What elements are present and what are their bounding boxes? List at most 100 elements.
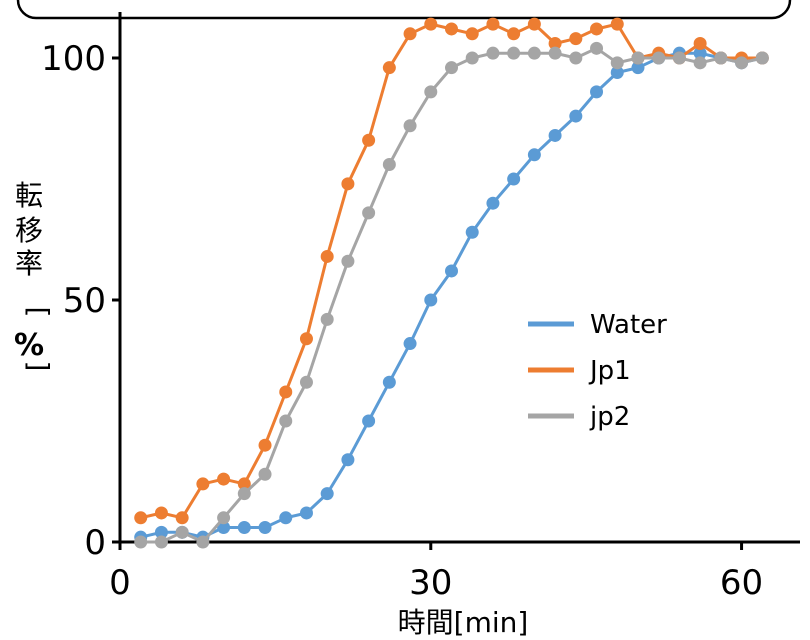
data-point-jp2 xyxy=(196,535,210,549)
axis-ticks: 0 30 60 0 50 100 xyxy=(41,39,763,603)
data-point-water xyxy=(237,520,251,534)
data-point-jp2 xyxy=(279,414,293,428)
y-tick-label: 100 xyxy=(41,39,106,79)
data-point-water xyxy=(382,375,396,389)
data-point-jp1 xyxy=(527,17,541,31)
data-point-jp2 xyxy=(465,51,479,65)
data-point-jp1 xyxy=(693,36,707,50)
data-point-jp2 xyxy=(548,46,562,60)
data-point-jp1 xyxy=(486,17,500,31)
data-point-jp2 xyxy=(631,51,645,65)
data-point-water xyxy=(693,46,707,60)
data-point-jp2 xyxy=(217,511,231,525)
data-point-jp2 xyxy=(590,41,604,55)
data-point-jp1 xyxy=(610,17,624,31)
data-point-jp2 xyxy=(693,56,707,70)
data-point-jp2 xyxy=(258,467,272,481)
data-point-jp1 xyxy=(507,27,521,41)
data-point-jp2 xyxy=(299,375,313,389)
series-line-jp2 xyxy=(140,46,763,544)
data-point-jp1 xyxy=(445,22,458,36)
data-point-jp2 xyxy=(237,487,251,501)
legend: Water Jp1 jp2 xyxy=(528,310,667,432)
data-point-jp2 xyxy=(154,535,168,549)
data-point-water xyxy=(217,520,231,534)
data-point-water xyxy=(527,148,541,162)
data-point-jp2 xyxy=(735,56,749,70)
data-point-water xyxy=(590,85,604,99)
series-layer xyxy=(134,17,769,549)
legend-label: jp2 xyxy=(589,402,630,432)
data-point-jp1 xyxy=(548,36,562,50)
data-point-water xyxy=(320,487,334,501)
data-point-jp2 xyxy=(445,61,458,75)
data-point-jp1 xyxy=(134,511,148,525)
y-axis-label-char: [ xyxy=(22,307,55,318)
data-point-jp2 xyxy=(507,46,521,60)
data-point-jp1 xyxy=(590,22,604,36)
data-point-jp1 xyxy=(403,27,417,41)
data-point-jp1 xyxy=(320,249,334,263)
data-point-jp2 xyxy=(610,56,624,70)
y-tick-label: 0 xyxy=(84,523,106,563)
data-point-jp2 xyxy=(320,312,334,326)
legend-label: Jp1 xyxy=(588,356,631,386)
data-point-jp2 xyxy=(362,206,376,220)
data-point-water xyxy=(548,128,562,142)
y-axis-label-char: 移 xyxy=(15,214,43,247)
y-axis-label-char: % xyxy=(14,328,44,363)
x-tick-label: 0 xyxy=(109,563,131,603)
data-point-jp1 xyxy=(424,17,438,31)
data-point-water xyxy=(465,225,479,239)
legend-label: Water xyxy=(590,310,667,340)
data-point-jp1 xyxy=(341,177,355,191)
data-point-water xyxy=(362,414,376,428)
data-point-jp2 xyxy=(714,51,728,65)
data-point-jp2 xyxy=(134,535,148,549)
data-point-jp1 xyxy=(362,133,376,147)
data-point-jp1 xyxy=(299,332,313,346)
data-point-jp1 xyxy=(465,27,479,41)
data-point-water xyxy=(569,109,583,123)
data-point-water xyxy=(610,66,624,80)
y-tick-label: 50 xyxy=(63,281,106,321)
data-point-water xyxy=(445,264,458,278)
data-point-jp2 xyxy=(569,51,583,65)
data-point-water xyxy=(341,453,355,467)
x-axis-label: 時間[min] xyxy=(398,606,529,639)
data-point-jp1 xyxy=(237,477,251,491)
data-point-jp2 xyxy=(486,46,500,60)
top-frame xyxy=(16,0,792,20)
data-point-jp2 xyxy=(652,51,666,65)
data-point-water xyxy=(154,525,168,539)
y-axis-label-char: 転 xyxy=(15,179,43,212)
y-axis-label-char: 率 xyxy=(15,247,43,280)
data-point-jp1 xyxy=(382,61,396,75)
data-point-jp1 xyxy=(196,477,210,491)
data-point-water xyxy=(279,511,293,525)
data-point-water xyxy=(403,337,417,351)
data-point-jp2 xyxy=(424,85,438,99)
data-point-water xyxy=(631,61,645,75)
data-point-jp2 xyxy=(672,51,686,65)
data-point-jp2 xyxy=(403,119,417,133)
data-point-jp1 xyxy=(569,32,583,46)
data-point-jp1 xyxy=(258,438,272,452)
data-point-jp2 xyxy=(755,51,769,65)
data-point-water xyxy=(424,293,438,307)
y-axis-label: 転移率 [%] xyxy=(14,179,55,371)
data-point-water xyxy=(299,506,313,520)
data-point-jp1 xyxy=(154,506,168,520)
data-point-water xyxy=(486,196,500,210)
x-tick-label: 30 xyxy=(409,563,452,603)
data-point-jp1 xyxy=(279,385,293,399)
data-point-jp2 xyxy=(341,254,355,268)
series-line-water xyxy=(140,51,763,539)
y-axis-label-char: ] xyxy=(22,361,55,372)
data-point-jp2 xyxy=(527,46,541,60)
data-point-jp1 xyxy=(217,472,231,486)
data-point-jp2 xyxy=(382,157,396,171)
data-point-water xyxy=(258,520,272,534)
data-point-jp1 xyxy=(175,511,189,525)
